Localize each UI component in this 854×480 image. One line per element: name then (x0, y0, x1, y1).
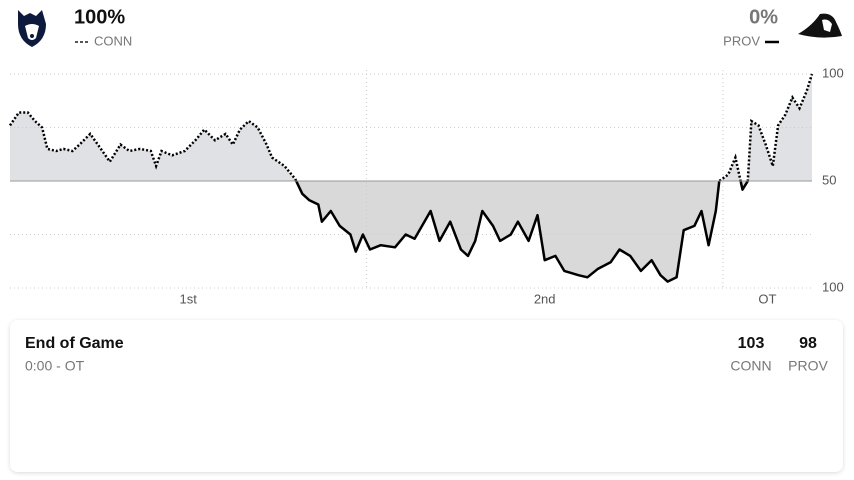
team-abbr: PROV (788, 358, 828, 374)
area-below (10, 181, 812, 282)
conn-pct: 100% (74, 6, 125, 28)
prov-pct: 0% (749, 6, 778, 28)
score: 103 (738, 335, 765, 352)
x-tick-label: 1st (180, 291, 198, 306)
y-tick-label: 100 (822, 65, 844, 80)
score: 98 (799, 335, 817, 352)
x-tick-label: OT (758, 291, 776, 306)
status: End of Game (25, 335, 124, 352)
line-prov (294, 181, 750, 283)
y-tick-label: 50 (822, 172, 836, 187)
team-abbr: CONN (730, 358, 771, 374)
game-card (10, 320, 843, 472)
area-above (10, 74, 812, 181)
conn-abbr: CONN (94, 33, 132, 48)
x-tick-label: 2nd (534, 291, 556, 306)
prov-logo (798, 13, 842, 38)
clock: 0:00 - OT (25, 358, 85, 374)
prov-abbr: PROV (723, 33, 760, 48)
y-tick-label: 100 (822, 279, 844, 294)
chart: 100 50 100 1st 2nd OT (8, 65, 844, 306)
conn-logo (18, 10, 46, 47)
